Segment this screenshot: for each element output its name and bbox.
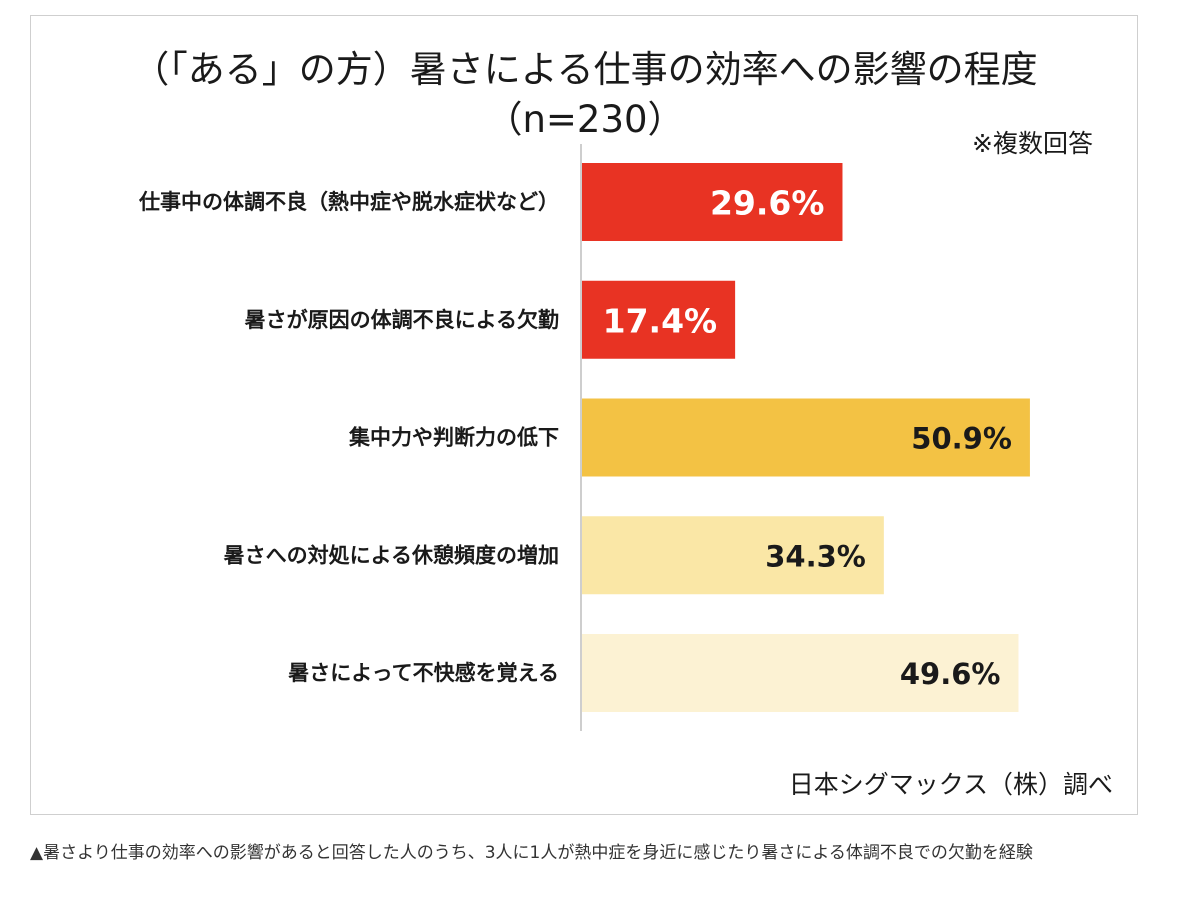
category-label: 仕事中の体調不良（熱中症や脱水症状など） [138,190,559,214]
chart-subtitle: （n=230） [485,98,685,141]
category-label: 集中力や判断力の低下 [348,426,559,450]
bar-value-label: 34.3% [765,539,866,573]
bar [582,634,1019,712]
chart-note: ※複数回答 [972,129,1093,158]
bar-value-label: 50.9% [911,422,1012,456]
source-credit: 日本シグマックス（株）調べ [788,770,1113,799]
bar [582,163,843,241]
bar-value-label: 17.4% [603,301,718,340]
chart-title: （「ある」の方）暑さによる仕事の効率への影響の程度 [132,48,1038,91]
category-label: 暑さによって不快感を覚える [288,661,559,685]
bar [582,398,1030,477]
bar [582,516,884,595]
chart-frame: （「ある」の方）暑さによる仕事の効率への影響の程度 （n=230） ※複数回答 … [30,15,1138,815]
bar-value-label: 29.6% [710,184,825,223]
image-caption: ▲暑さより仕事の効率への影響があると回答した人のうち、3人に1人が熱中症を身近に… [30,843,1033,863]
bar [582,280,736,359]
bar-chart: 仕事中の体調不良（熱中症や脱水症状など） 29.6% 暑さが原因の体調不良による欠勤… [138,144,1030,731]
category-label: 暑さへの対処による休憩頻度の増加 [224,543,559,567]
category-label: 暑さが原因の体調不良による欠勤 [245,308,559,332]
bar-value-label: 49.6% [900,657,1001,691]
